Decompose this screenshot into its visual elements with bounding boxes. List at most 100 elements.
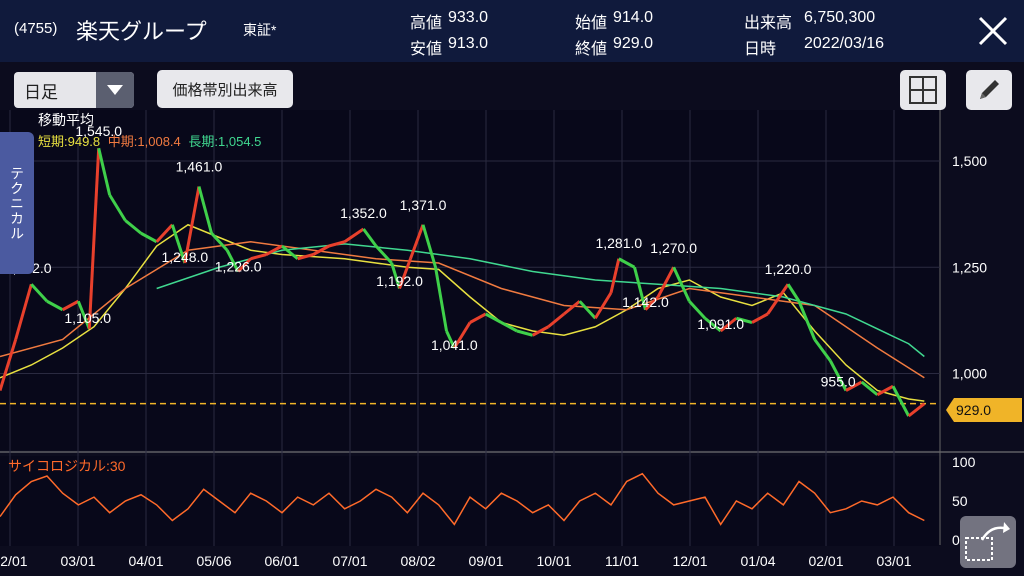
rotate-screen-button[interactable] — [960, 516, 1016, 568]
ma-long-label: 長期:1,054.5 — [188, 134, 262, 149]
price-segment — [46, 299, 64, 312]
price-annotation: 1,545.0 — [75, 123, 122, 139]
price-segment — [183, 186, 201, 264]
price-segment — [891, 385, 910, 417]
price-annotation: 1,091.0 — [697, 316, 744, 332]
technical-tab[interactable]: テクニカル — [0, 132, 34, 274]
stock-code: (4755) — [14, 20, 58, 37]
price-annotation: 1,192.0 — [376, 273, 423, 289]
date-value: 2022/03/16 — [804, 35, 885, 52]
price-segment — [237, 257, 252, 273]
price-annotation: 1,281.0 — [595, 235, 642, 251]
price-segment — [374, 244, 393, 265]
price-segment — [250, 253, 267, 261]
x-tick-label: 03/01 — [876, 553, 911, 569]
open-label: 始値 — [575, 15, 608, 32]
price-segment — [500, 321, 518, 333]
draw-button[interactable] — [966, 70, 1012, 110]
technical-tab-label: テクニカル — [9, 165, 25, 241]
price-segment — [210, 232, 229, 252]
price-segment — [30, 283, 49, 303]
price-segment — [225, 249, 240, 273]
low-label: 安値 — [410, 41, 443, 58]
x-axis-ticks: 02/01 03/01 04/01 05/06 06/01 07/01 08/02 09/01… — [0, 553, 912, 569]
close-icon — [978, 16, 1008, 46]
current-price-value: 929.0 — [956, 402, 992, 418]
price-segment — [398, 258, 412, 290]
price-segment — [860, 380, 879, 396]
x-tick-label: 02/01 — [0, 553, 28, 569]
price-segment — [594, 291, 613, 320]
price-segment — [197, 186, 213, 234]
price-segment — [751, 312, 769, 324]
x-tick-label: 12/01 — [672, 553, 707, 569]
stock-name: 楽天グループ — [76, 19, 207, 44]
price-annotation: 1,220.0 — [765, 261, 812, 277]
price-series — [0, 147, 926, 418]
price-segment — [97, 147, 112, 196]
price-segment — [409, 224, 425, 260]
price-segment — [328, 240, 346, 248]
close-button[interactable] — [974, 12, 1012, 50]
price-segment — [719, 317, 738, 333]
price-segment — [845, 380, 863, 392]
price-segment — [672, 266, 691, 302]
price-segment — [618, 257, 636, 269]
x-tick-label: 07/01 — [332, 553, 367, 569]
x-tick-label: 09/01 — [468, 553, 503, 569]
close-label: 終値 — [575, 41, 608, 58]
ma-mid-label: 中期:1,008.4 — [107, 134, 181, 149]
price-segment — [445, 330, 456, 349]
price-segment — [644, 295, 660, 311]
price-segment — [140, 231, 158, 244]
price-segment — [87, 148, 101, 329]
volume-profile-button[interactable]: 価格帯別出来高 — [157, 70, 293, 108]
volume-label: 出来高 — [744, 15, 793, 32]
layout-grid-button[interactable] — [900, 70, 946, 110]
price-segment — [735, 316, 753, 324]
price-segment — [265, 244, 283, 256]
osc-panel-bg — [0, 456, 940, 546]
price-annotation: 1,226.0 — [215, 258, 262, 274]
price-segment — [876, 384, 894, 397]
x-tick-label: 10/01 — [536, 553, 571, 569]
ma-short-label: 短期:949.8 — [38, 134, 101, 149]
main-panel-bg — [0, 110, 940, 450]
y-tick-label: 1,500 — [952, 153, 987, 169]
price-segment — [547, 312, 565, 328]
price-annotation: 1,352.0 — [340, 205, 387, 221]
close-value: 929.0 — [613, 35, 654, 52]
price-segment — [469, 312, 487, 324]
price-segment — [829, 360, 848, 392]
x-tick-label: 03/01 — [60, 553, 95, 569]
oscillator-panel: 100 50 0 — [0, 454, 976, 548]
price-segment — [76, 300, 91, 330]
period-select-value: 日足 — [24, 82, 58, 102]
price-annotation: 1,105.0 — [64, 310, 111, 326]
high-label: 高値 — [410, 15, 443, 32]
grid-icon — [909, 76, 937, 104]
price-segment — [434, 266, 448, 332]
price-segment — [633, 266, 647, 311]
price-segment — [108, 194, 127, 222]
x-tick-label: 05/06 — [196, 553, 231, 569]
osc-tick-label: 0 — [952, 532, 960, 548]
rotate-icon — [965, 522, 1010, 561]
price-segment — [563, 300, 581, 316]
price-segment — [390, 262, 401, 289]
price-segment — [61, 299, 80, 312]
volume-value: 6,750,300 — [804, 9, 876, 26]
ma-line-long — [156, 243, 925, 358]
price-segment — [704, 317, 722, 333]
pencil-icon — [980, 80, 999, 99]
price-segment — [656, 266, 675, 298]
price-segment — [453, 321, 472, 349]
price-segment — [312, 244, 330, 256]
period-select[interactable]: 日足 — [14, 72, 134, 108]
price-segment — [609, 258, 621, 294]
price-segment — [688, 300, 707, 320]
price-segment — [14, 283, 33, 340]
price-segment — [297, 253, 314, 261]
header-bar: (4755) 楽天グループ 東証* 高値 933.0 安値 913.0 始値 9… — [0, 0, 1024, 62]
